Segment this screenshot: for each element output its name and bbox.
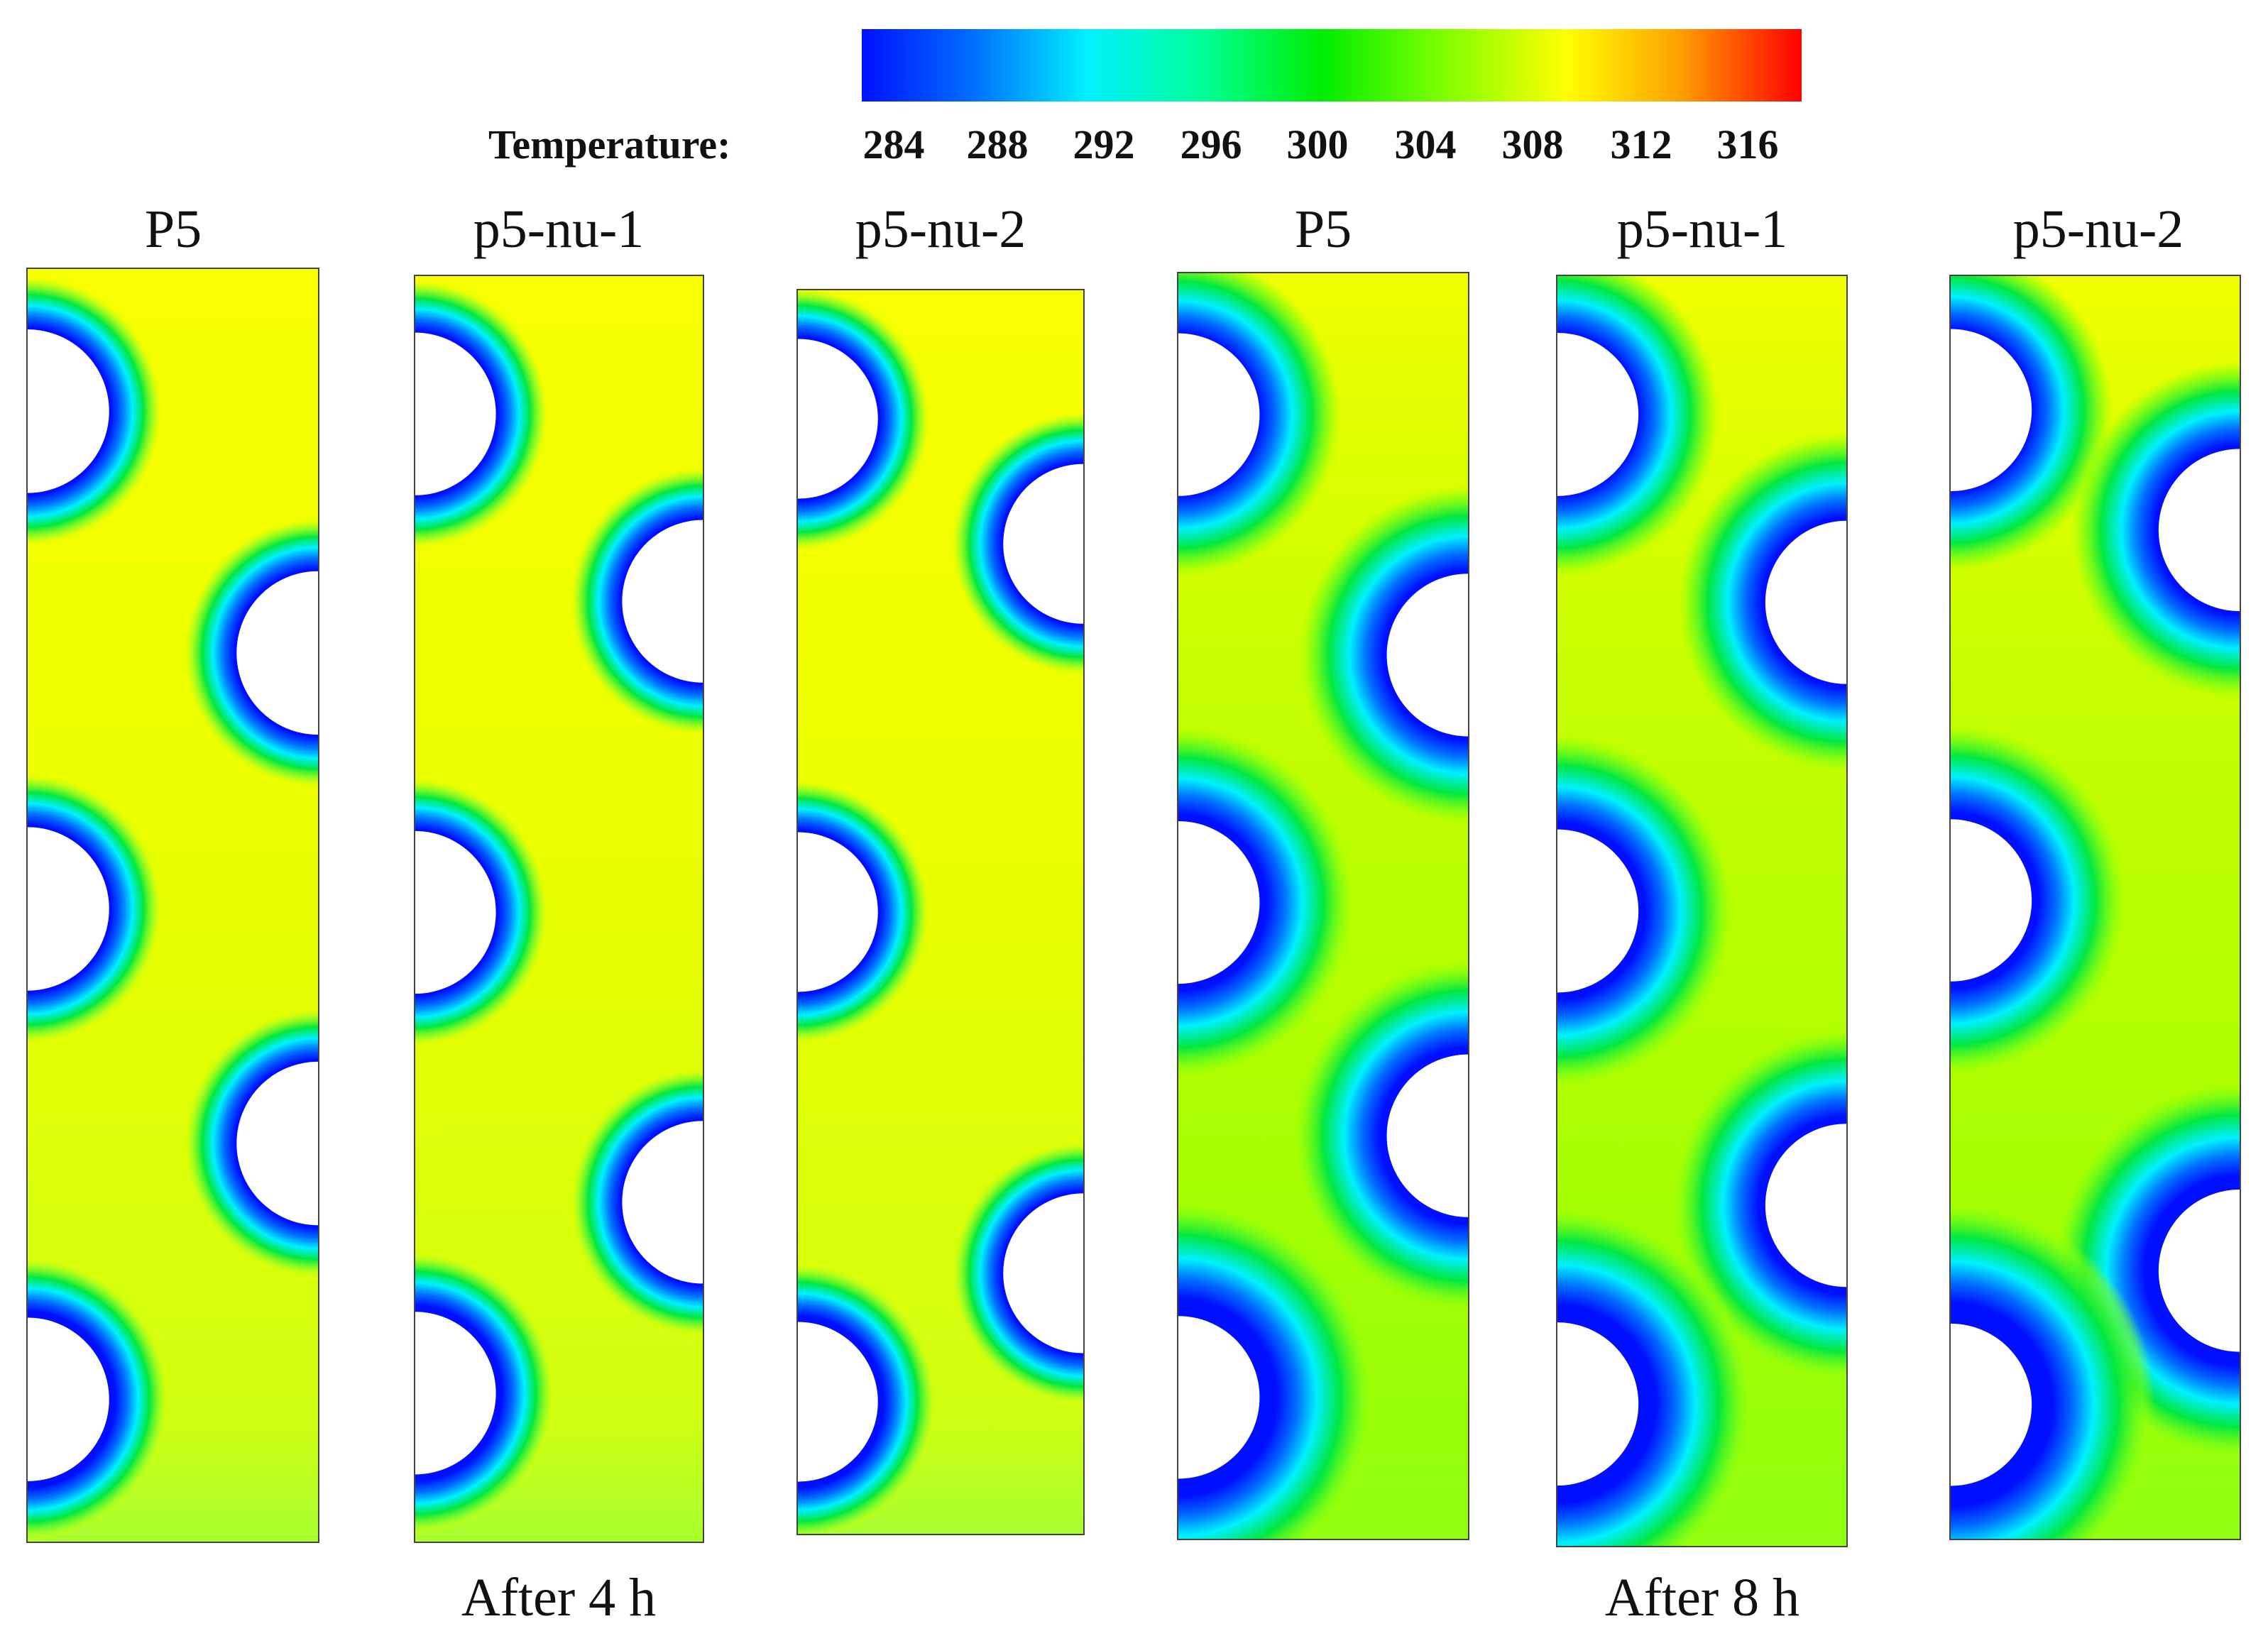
panel-title: p5-nu-2 — [855, 199, 1026, 259]
panel-title: p5-nu-1 — [473, 199, 645, 259]
colorbar-label: Temperature: — [488, 121, 731, 168]
contour-panel-p5-nu-2-4h — [796, 289, 1085, 1535]
colorbar-tick: 312 — [1610, 121, 1672, 168]
contour-panel-p5-8h — [1177, 272, 1469, 1540]
panel-title: P5 — [1294, 199, 1352, 259]
contour-panel-p5-nu-1-8h — [1556, 275, 1848, 1547]
colorbar-tick: 304 — [1394, 121, 1457, 168]
colorbar-tick: 284 — [862, 121, 925, 168]
panel-title: p5-nu-1 — [1616, 199, 1788, 259]
temperature-colorbar — [862, 29, 1802, 101]
colorbar-tick: 316 — [1716, 121, 1779, 168]
contour-panel-p5-4h — [26, 268, 319, 1543]
contour-panel-p5-nu-1-4h — [414, 275, 704, 1543]
colorbar-tick: 288 — [966, 121, 1029, 168]
time-label-8h: After 8 h — [1604, 1568, 1800, 1627]
colorbar-tick: 300 — [1286, 121, 1349, 168]
contour-panel-p5-nu-2-8h — [1949, 275, 2241, 1540]
time-label-4h: After 4 h — [461, 1568, 657, 1627]
colorbar-tick: 292 — [1073, 121, 1135, 168]
colorbar-tick: 308 — [1501, 121, 1564, 168]
panel-title: P5 — [144, 199, 202, 259]
panel-title: p5-nu-2 — [2012, 199, 2184, 259]
colorbar-tick: 296 — [1180, 121, 1242, 168]
